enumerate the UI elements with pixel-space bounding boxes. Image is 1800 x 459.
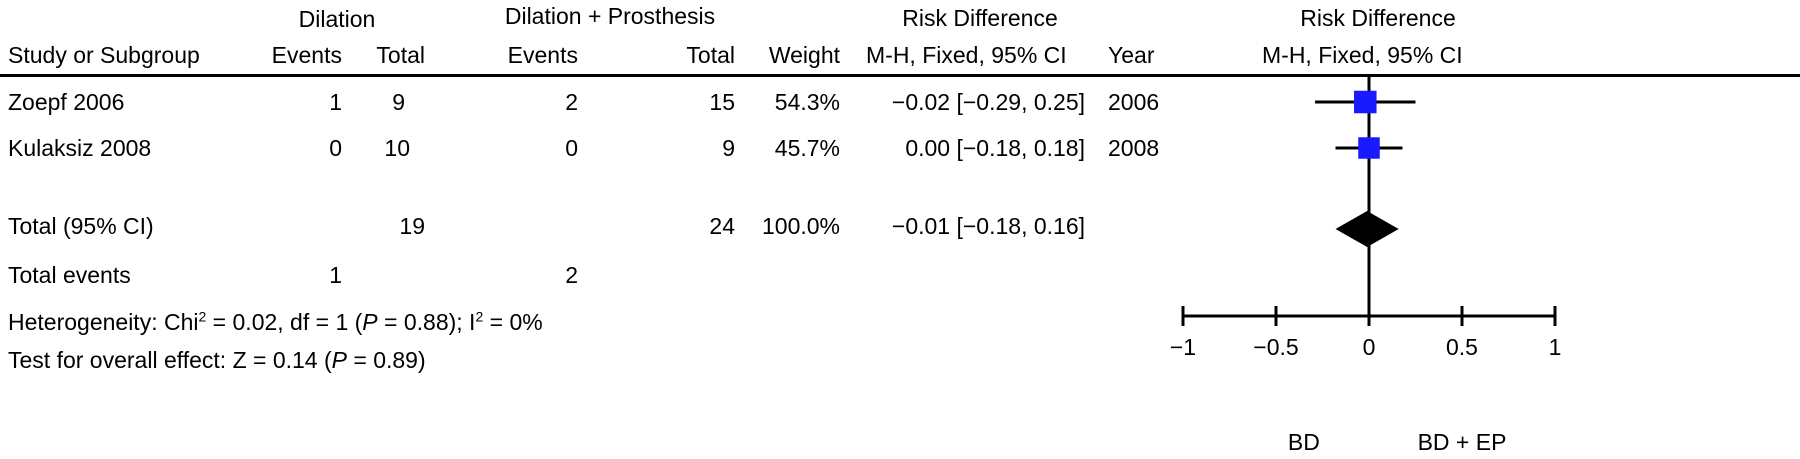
x-tick-label: 0	[1363, 334, 1376, 360]
pooled-diamond	[1335, 211, 1399, 247]
total1-sum: 19	[399, 213, 425, 239]
weight-value: 54.3%	[774, 89, 840, 115]
total2-sum: 24	[709, 213, 735, 239]
events2-value: 2	[565, 89, 578, 115]
year-value: 2008	[1108, 135, 1160, 161]
risk-difference-plot-header: Risk Difference	[1300, 5, 1456, 31]
rd-value: −0.02 [−0.29, 0.25]	[891, 89, 1085, 115]
total-rd: −0.01 [−0.18, 0.16]	[891, 213, 1085, 239]
overall-effect-text: Test for overall effect: Z = 0.14 (P = 0…	[8, 347, 426, 373]
total-label: Total (95% CI)	[8, 213, 154, 239]
col-study-header: Study or Subgroup	[8, 42, 200, 68]
col-events2-header: Events	[507, 42, 578, 68]
x-tick-label: 1	[1549, 334, 1562, 360]
events1-value: 0	[329, 135, 342, 161]
group2-header: Dilation + Prosthesis	[504, 3, 716, 29]
col-events1-header: Events	[271, 42, 342, 68]
total-weight: 100.0%	[761, 213, 840, 239]
heterogeneity-text: Heterogeneity: Chi2 = 0.02, df = 1 (P = …	[8, 308, 543, 335]
study-name: Kulaksiz 2008	[8, 135, 152, 161]
total1-value: 9	[392, 89, 405, 115]
events1-value: 1	[329, 89, 342, 115]
total2-value: 15	[709, 89, 735, 115]
events2-value: 0	[565, 135, 578, 161]
x-tick-label: 0.5	[1446, 334, 1478, 360]
total2-value: 9	[722, 135, 735, 161]
total-events2: 2	[565, 262, 578, 288]
col-year-header: Year	[1108, 42, 1155, 68]
rd-value: 0.00 [−0.18, 0.18]	[905, 135, 1085, 161]
study-marker	[1354, 90, 1377, 114]
col-weight-header: Weight	[768, 42, 840, 68]
study-name: Zoepf 2006	[8, 89, 125, 115]
col-total2-header: Total	[686, 42, 735, 68]
col-method-table-header: M-H, Fixed, 95% CI	[866, 42, 1067, 68]
year-value: 2006	[1108, 89, 1160, 115]
x-tick-label: −1	[1170, 334, 1196, 360]
favours-left-label: BD	[1288, 429, 1320, 455]
x-tick-label: −0.5	[1253, 334, 1298, 360]
group1-header: Dilation	[298, 6, 376, 32]
total-events1: 1	[329, 262, 342, 288]
col-method-plot-header: M-H, Fixed, 95% CI	[1262, 42, 1463, 68]
header-rule	[0, 74, 1800, 77]
study-marker	[1358, 137, 1380, 159]
favours-right-label: BD + EP	[1418, 429, 1507, 455]
total1-value: 10	[384, 135, 410, 161]
weight-value: 45.7%	[774, 135, 840, 161]
total-events-label: Total events	[8, 262, 131, 288]
risk-difference-table-header: Risk Difference	[902, 5, 1058, 31]
col-total1-header: Total	[376, 42, 425, 68]
